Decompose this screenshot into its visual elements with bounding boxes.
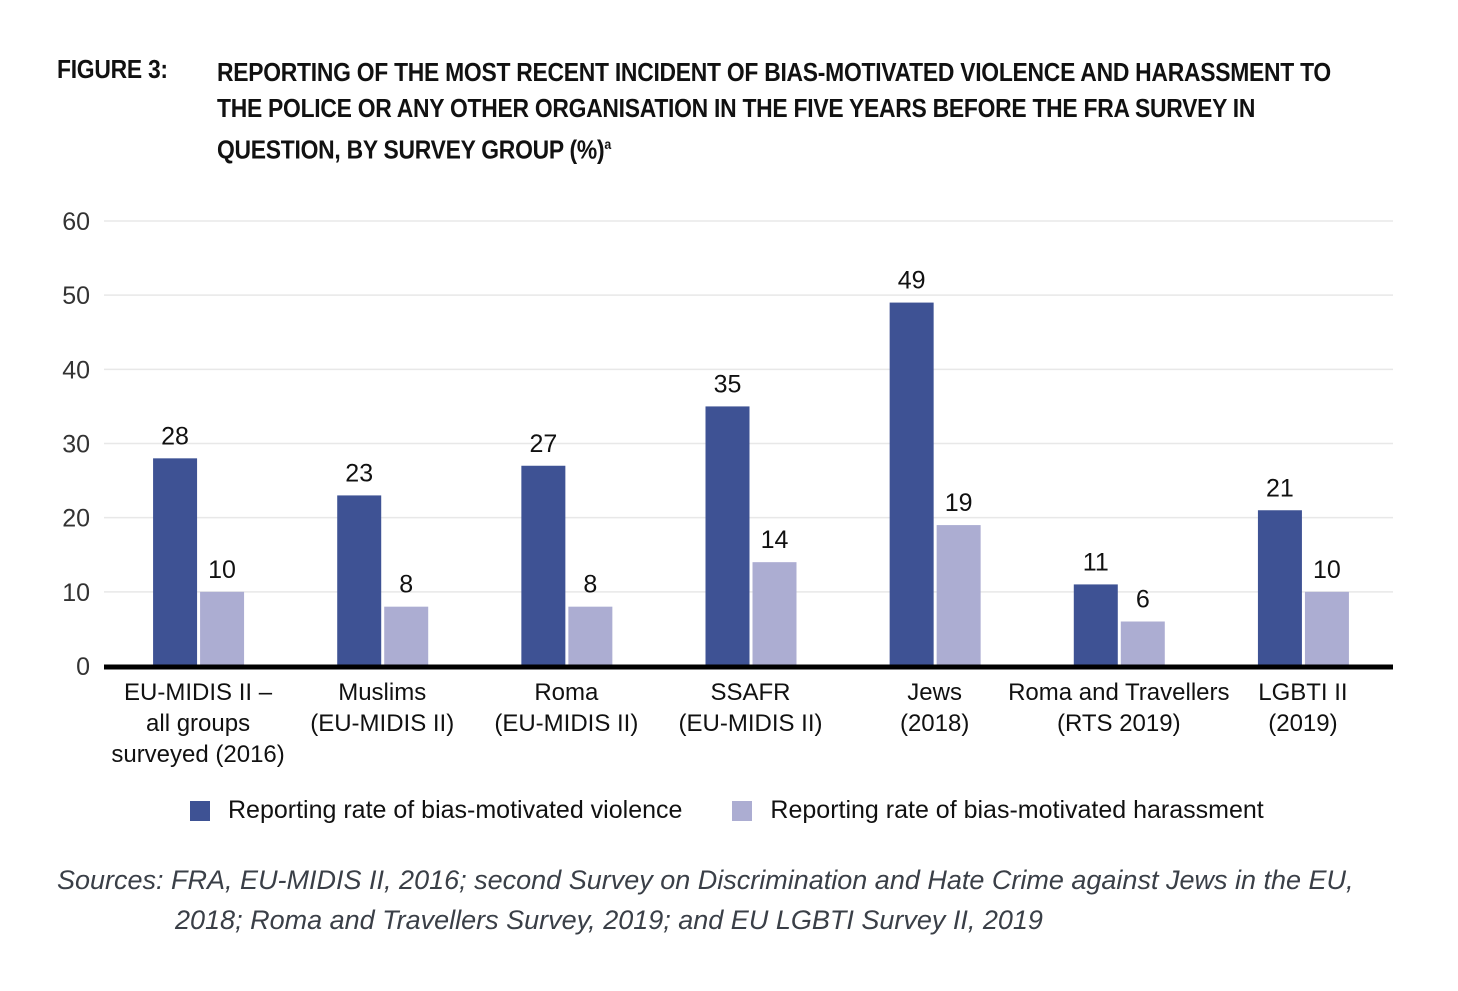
y-tick-label: 50 [62, 282, 90, 310]
bars [153, 302, 1349, 666]
legend: Reporting rate of bias-motivated violenc… [190, 796, 1314, 825]
data-label-violence: 11 [1083, 548, 1109, 576]
category-label-line: Muslims [338, 679, 426, 706]
data-labels: 28 10 23 8 27 8 35 14 49 19 11 6 21 10 [161, 267, 1341, 614]
data-label-violence: 28 [161, 422, 189, 450]
legend-item-harassment: Reporting rate of bias-motivated harassm… [732, 796, 1264, 825]
data-label-violence: 23 [345, 459, 373, 487]
category-label-line: SSAFR [710, 679, 790, 706]
legend-swatch-harassment [732, 800, 753, 821]
y-tick-label: 10 [62, 579, 90, 607]
bar-harassment [1304, 591, 1349, 666]
y-tick-label: 30 [62, 431, 90, 459]
bar-violence [1257, 510, 1302, 666]
category-label-line: all groups [146, 710, 250, 737]
data-label-harassment: 6 [1136, 586, 1150, 614]
data-label-harassment: 10 [208, 556, 236, 584]
bar-violence [153, 458, 198, 666]
bar-violence [521, 465, 566, 666]
figure-title: REPORTING OF THE MOST RECENT INCIDENT OF… [217, 54, 1352, 168]
bar-harassment [568, 606, 613, 666]
legend-label-harassment: Reporting rate of bias-motivated harassm… [770, 796, 1264, 824]
y-axis-ticks: 0 10 20 30 40 50 60 [62, 208, 90, 681]
y-tick-label: 40 [62, 356, 90, 384]
category-label: Muslims (EU-MIDIS II) [310, 679, 454, 737]
data-label-violence: 21 [1266, 474, 1294, 502]
data-label-harassment: 8 [399, 571, 413, 599]
category-label-line: (RTS 2019) [1057, 710, 1181, 737]
data-label-harassment: 8 [583, 571, 597, 599]
legend-item-violence: Reporting rate of bias-motivated violenc… [190, 796, 682, 825]
bar-violence [705, 406, 750, 666]
data-label-harassment: 19 [945, 489, 973, 517]
data-label-violence: 35 [714, 370, 742, 398]
data-label-violence: 49 [898, 267, 926, 295]
category-label-line: surveyed (2016) [111, 741, 284, 768]
bar-violence [337, 495, 382, 666]
category-label-line: (2019) [1268, 710, 1337, 737]
bar-harassment [1120, 621, 1165, 666]
sources-line-2: 2018; Roma and Travellers Survey, 2019; … [175, 905, 1043, 935]
bar-harassment [936, 525, 981, 666]
bar-harassment [752, 562, 797, 666]
legend-swatch-violence [190, 800, 210, 821]
y-tick-label: 0 [76, 653, 90, 681]
category-label-line: EU-MIDIS II – [124, 679, 273, 706]
data-label-violence: 27 [529, 430, 557, 458]
category-label-line: (EU-MIDIS II) [679, 710, 823, 737]
category-label-line: LGBTI II [1258, 679, 1347, 706]
figure-title-text: REPORTING OF THE MOST RECENT INCIDENT OF… [217, 57, 1331, 165]
category-label-line: Jews [907, 679, 962, 706]
category-label: EU-MIDIS II – all groups surveyed (2016) [111, 679, 284, 768]
category-label: Roma and Travellers (RTS 2019) [1008, 679, 1229, 737]
y-tick-label: 20 [62, 505, 90, 533]
bar-violence [1073, 584, 1118, 666]
category-label: LGBTI II (2019) [1258, 679, 1347, 737]
bar-harassment [384, 606, 429, 666]
category-label-line: (2018) [900, 710, 969, 737]
category-label-line: (EU-MIDIS II) [310, 710, 454, 737]
legend-label-violence: Reporting rate of bias-motivated violenc… [228, 796, 683, 824]
figure-label: FIGURE 3: [57, 54, 168, 84]
category-label: Roma (EU-MIDIS II) [494, 679, 638, 737]
bar-harassment [200, 591, 245, 666]
category-label: SSAFR (EU-MIDIS II) [679, 679, 823, 737]
category-label-line: Roma and Travellers [1008, 679, 1229, 706]
footnote-mark: a [604, 136, 611, 152]
data-label-harassment: 10 [1313, 556, 1341, 584]
category-label-line: Roma [534, 679, 599, 706]
category-labels: EU-MIDIS II – all groups surveyed (2016) Mu… [111, 679, 1347, 768]
category-label: Jews (2018) [900, 679, 969, 737]
sources-note: Sources: FRA, EU-MIDIS II, 2016; second … [57, 860, 1437, 940]
bar-violence [889, 302, 934, 666]
data-label-harassment: 14 [761, 526, 789, 554]
y-tick-label: 60 [62, 208, 90, 236]
category-label-line: (EU-MIDIS II) [494, 710, 638, 737]
sources-line-1: Sources: FRA, EU-MIDIS II, 2016; second … [57, 865, 1354, 895]
